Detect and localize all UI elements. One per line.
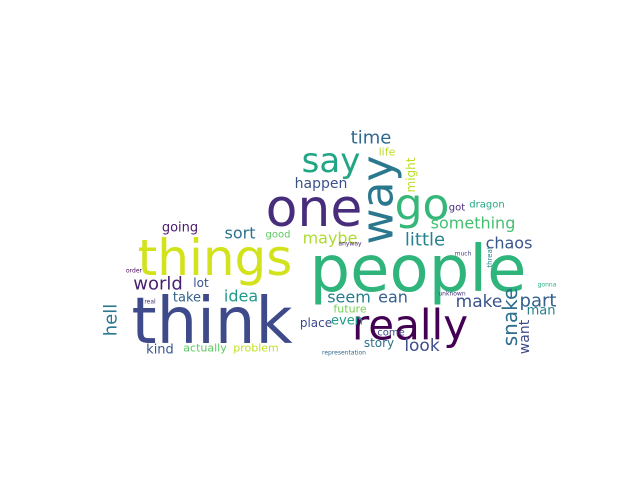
word-things: things bbox=[138, 229, 293, 287]
word-dragon: dragon bbox=[469, 200, 504, 211]
word-make: make bbox=[456, 292, 503, 312]
word-problem: problem bbox=[233, 342, 279, 355]
word-kind: kind bbox=[146, 343, 174, 358]
word-place: place bbox=[300, 316, 332, 330]
word-future: future bbox=[333, 303, 366, 316]
word-one: one bbox=[266, 179, 363, 239]
word-take: take bbox=[173, 291, 201, 306]
word-even: even bbox=[331, 314, 363, 329]
word-happen: happen bbox=[295, 176, 348, 192]
word-good: good bbox=[266, 230, 291, 241]
word-much: much bbox=[455, 251, 472, 258]
word-real: real bbox=[144, 299, 156, 306]
word-come: come bbox=[377, 328, 405, 339]
word-chaos: chaos bbox=[486, 234, 533, 253]
word-want: want bbox=[517, 319, 533, 354]
word-snake: snake bbox=[498, 288, 522, 347]
word-representation: representation bbox=[322, 350, 366, 357]
word-actually: actually bbox=[183, 342, 227, 355]
word-seem: seem bbox=[327, 288, 371, 307]
word-hell: hell bbox=[101, 304, 122, 336]
word-maybe: maybe bbox=[303, 229, 358, 248]
word-lot: lot bbox=[193, 276, 209, 290]
word-people: people bbox=[310, 233, 527, 307]
word-think: think bbox=[131, 285, 292, 359]
word-say: say bbox=[302, 141, 361, 181]
word-ean: ean bbox=[378, 288, 408, 307]
word-unknown: unknown bbox=[438, 291, 465, 298]
word-part: part bbox=[520, 291, 557, 312]
word-sort: sort bbox=[225, 224, 256, 243]
word-threat: threat bbox=[486, 246, 494, 268]
word-man: man bbox=[527, 304, 556, 319]
word-time: time bbox=[351, 128, 392, 149]
word-might: might bbox=[404, 157, 418, 192]
word-look: look bbox=[404, 336, 440, 356]
word-life: life bbox=[379, 146, 396, 159]
word-story: story bbox=[364, 336, 394, 350]
word-really: really bbox=[352, 301, 468, 350]
word-world: world bbox=[133, 274, 183, 295]
word-gonna: gonna bbox=[538, 282, 557, 289]
word-way: way bbox=[353, 156, 404, 245]
word-idea: idea bbox=[224, 287, 258, 306]
word-go: go bbox=[395, 180, 450, 231]
word-little: little bbox=[405, 230, 445, 251]
word-going: going bbox=[162, 221, 198, 236]
word-something: something bbox=[431, 214, 516, 233]
word-order: order bbox=[126, 268, 143, 275]
word-got: got bbox=[449, 203, 465, 214]
word-anyway: anyway bbox=[338, 241, 362, 248]
